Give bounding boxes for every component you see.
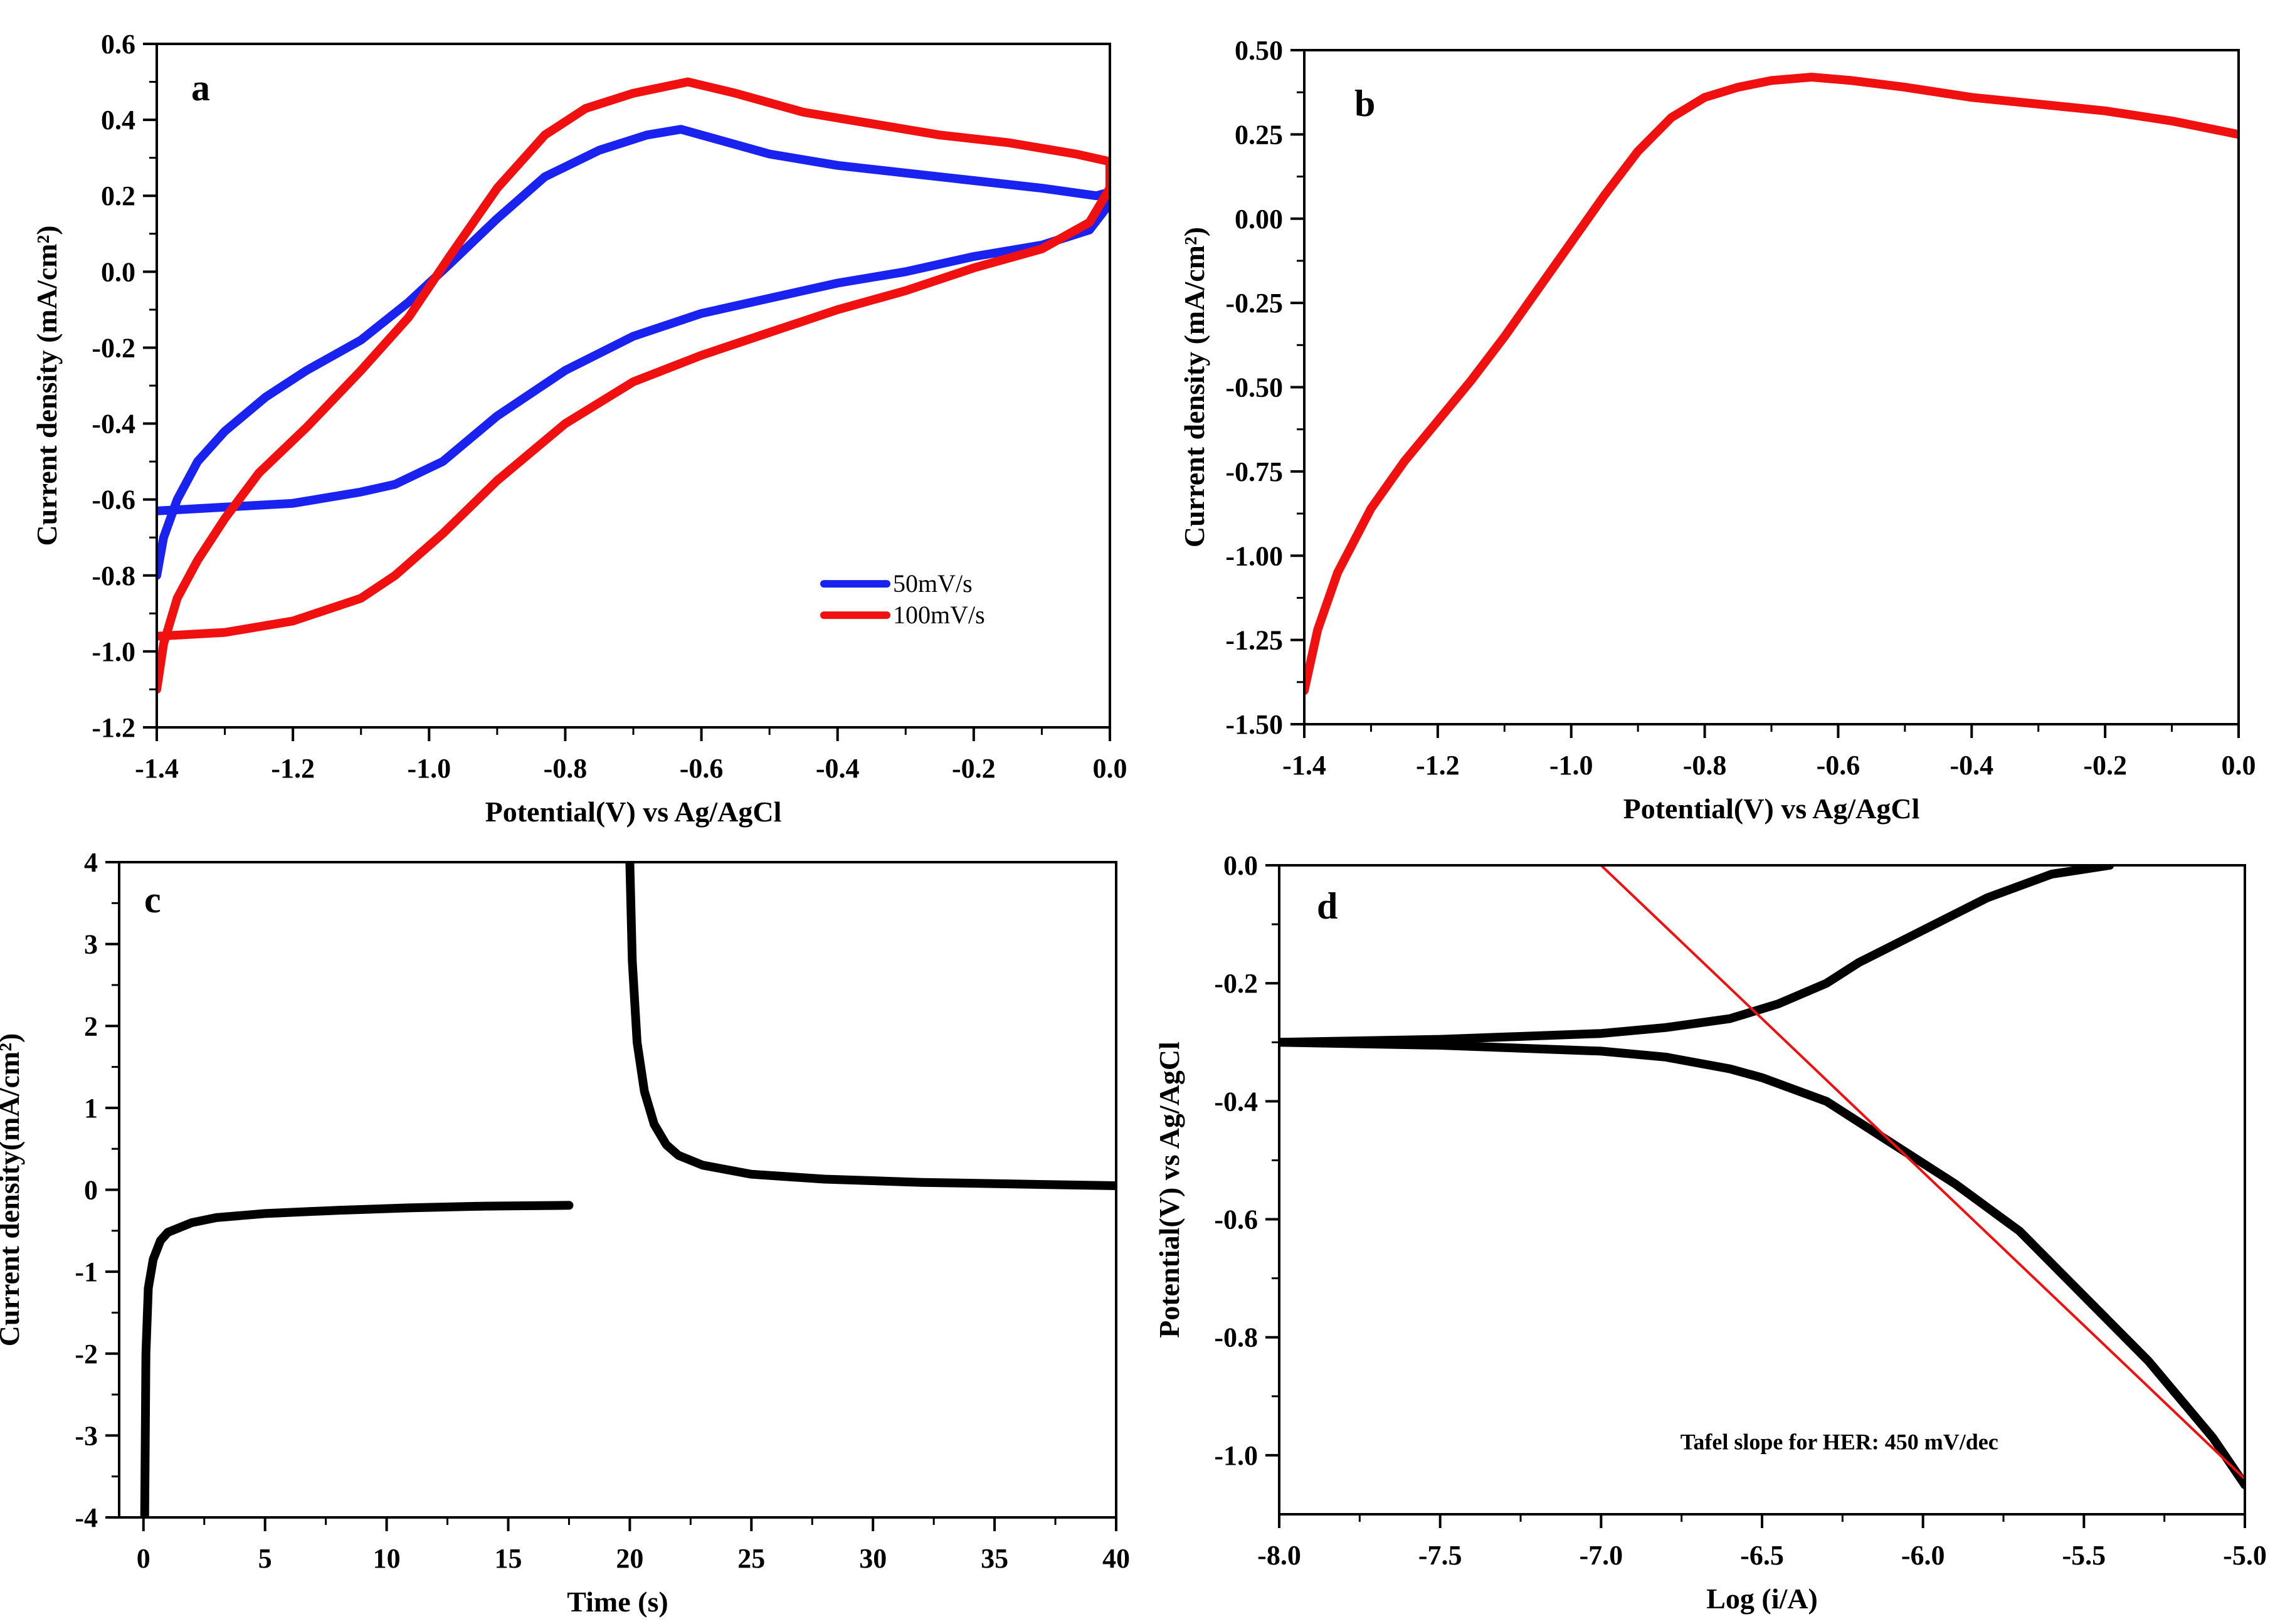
series-line-s0	[1304, 73, 2239, 695]
y-tick-label: -1	[75, 1257, 98, 1287]
y-tick-label: -0.6	[92, 485, 135, 515]
x-tick-label: 20	[616, 1543, 643, 1574]
y-tick-label: 0.0	[101, 256, 135, 287]
x-axis-title: Log (i/A)	[1706, 1583, 1818, 1615]
panel-letter: a	[191, 67, 210, 108]
y-tick-label: -1.25	[1225, 625, 1283, 656]
y-axis-title: Current density(mA/cm²)	[0, 1033, 25, 1347]
y-axis-title: Current density (mA/cm²)	[1178, 227, 1210, 547]
y-tick-label: -0.25	[1225, 288, 1283, 319]
legend-label: 50mV/s	[893, 569, 973, 598]
plot-area	[1279, 865, 2245, 1489]
x-axis-title: Time (s)	[567, 1586, 668, 1618]
y-tick-label: -0.2	[92, 332, 135, 363]
x-tick-label: -0.8	[1683, 750, 1727, 781]
y-tick-label: 0.4	[101, 105, 135, 135]
y-tick-label: -0.2	[1214, 968, 1258, 999]
series-line-s0-seg1	[625, 862, 1116, 1190]
x-tick-label: -1.0	[407, 753, 451, 784]
y-tick-label: 0.0	[1223, 850, 1258, 881]
y-tick-label: 0	[84, 1175, 98, 1206]
x-tick-label: -0.4	[1950, 750, 1993, 781]
x-tick-label: -1.4	[1282, 750, 1326, 781]
x-tick-label: -0.4	[816, 753, 860, 784]
tafel-annotation: Tafel slope for HER: 450 mV/dec	[1681, 1430, 1998, 1455]
x-axis-title: Potential(V) vs Ag/AgCl	[485, 796, 782, 828]
x-tick-label: -0.2	[952, 753, 996, 784]
y-tick-label: 3	[84, 929, 98, 960]
x-tick-label: 40	[1102, 1543, 1130, 1574]
y-axis-title: Current density (mA/cm²)	[31, 225, 63, 546]
x-tick-label: -7.0	[1580, 1540, 1623, 1571]
y-tick-label: -1.00	[1225, 540, 1283, 571]
y-tick-label: 4	[84, 847, 98, 878]
y-tick-label: 1	[84, 1093, 98, 1124]
y-tick-label: -1.2	[92, 712, 135, 743]
series-line-s0-seg0	[140, 1201, 574, 1517]
panel-letter: b	[1354, 83, 1375, 124]
x-tick-label: -0.6	[680, 753, 724, 784]
x-tick-label: 0.0	[2222, 750, 2256, 781]
plot-area	[157, 77, 1110, 694]
series-line-polarization-anodic	[1279, 865, 2114, 1047]
y-tick-label: -4	[75, 1502, 98, 1533]
y-tick-label: -0.4	[92, 409, 135, 440]
plot-area	[1304, 73, 2239, 695]
y-tick-label: 2	[84, 1011, 98, 1041]
panel-letter: c	[144, 879, 161, 920]
y-tick-label: -1.0	[92, 636, 135, 667]
y-tick-label: 0.50	[1235, 35, 1283, 66]
x-tick-label: 35	[981, 1543, 1008, 1574]
y-tick-label: -0.50	[1225, 372, 1283, 403]
x-axis-title: Potential(V) vs Ag/AgCl	[1623, 793, 1920, 825]
y-tick-label: -1.0	[1214, 1440, 1258, 1471]
series-line-polarization-cathodic	[1279, 1038, 2245, 1489]
y-axis-title: Potential(V) vs Ag/AgCl	[1153, 1041, 1185, 1338]
series-line-50mv-s	[157, 125, 1110, 580]
x-tick-label: 25	[737, 1543, 765, 1574]
y-tick-label: 0.2	[101, 181, 135, 211]
y-tick-label: 0.25	[1235, 119, 1283, 150]
panel-d: -8.0 -7.5 -7.0 -6.5 -6.0 -5.5 -5.0 -1.0 -0.8 -0.6…	[1153, 850, 2267, 1615]
x-tick-label: -1.2	[1416, 750, 1460, 781]
x-tick-label: 15	[494, 1543, 522, 1574]
legend-label: 100mV/s	[893, 601, 985, 629]
x-tick-label: -0.2	[2083, 750, 2127, 781]
x-tick-label: -6.0	[1901, 1540, 1945, 1571]
y-tick-label: 0.00	[1235, 204, 1283, 235]
x-tick-label: 0	[137, 1543, 150, 1574]
series-line-100mv-s	[157, 77, 1110, 694]
plot-area	[140, 862, 1116, 1517]
x-tick-label: -1.2	[271, 753, 315, 784]
y-tick-label: -1.50	[1225, 709, 1283, 740]
x-tick-label: 30	[859, 1543, 887, 1574]
x-tick-label: -5.0	[2223, 1540, 2267, 1571]
x-tick-label: -6.5	[1740, 1540, 1784, 1571]
y-tick-label: -3	[75, 1420, 98, 1451]
panel-c: 0 5 10 15 20 25 30 35 40 -4 -3 -2 -1 0 1 2 3 4 Time (s) Cur…	[0, 847, 1130, 1618]
y-tick-label: -0.75	[1225, 456, 1283, 487]
x-tick-label: -5.5	[2062, 1540, 2106, 1571]
x-tick-label: -0.8	[544, 753, 588, 784]
x-tick-label: -0.6	[1817, 750, 1860, 781]
y-tick-label: 0.6	[101, 29, 135, 60]
y-tick-label: -2	[75, 1339, 98, 1369]
y-tick-label: -0.8	[1214, 1322, 1258, 1353]
x-tick-label: 10	[373, 1543, 401, 1574]
series-line-tafel-fit	[1600, 865, 2245, 1480]
panel-b: -1.4 -1.2 -1.0 -0.8 -0.6 -0.4 -0.2 0.0 -1.50 -1.2…	[1178, 35, 2256, 825]
x-tick-label: -7.5	[1418, 1540, 1462, 1571]
y-tick-label: -0.6	[1214, 1205, 1258, 1235]
panel-a: -1.4 -1.2 -1.0 -0.8 -0.6 -0.4 -0.2 0.0-1.2-1.0-…	[31, 29, 1127, 828]
y-tick-label: -0.8	[92, 561, 135, 591]
x-tick-label: 5	[258, 1543, 272, 1574]
y-tick-label: -0.4	[1214, 1086, 1258, 1117]
x-tick-label: 0.0	[1093, 753, 1127, 784]
x-tick-label: -8.0	[1257, 1540, 1301, 1571]
panel-letter: d	[1317, 885, 1338, 927]
x-tick-label: -1.4	[135, 753, 179, 784]
x-tick-label: -1.0	[1549, 750, 1593, 781]
